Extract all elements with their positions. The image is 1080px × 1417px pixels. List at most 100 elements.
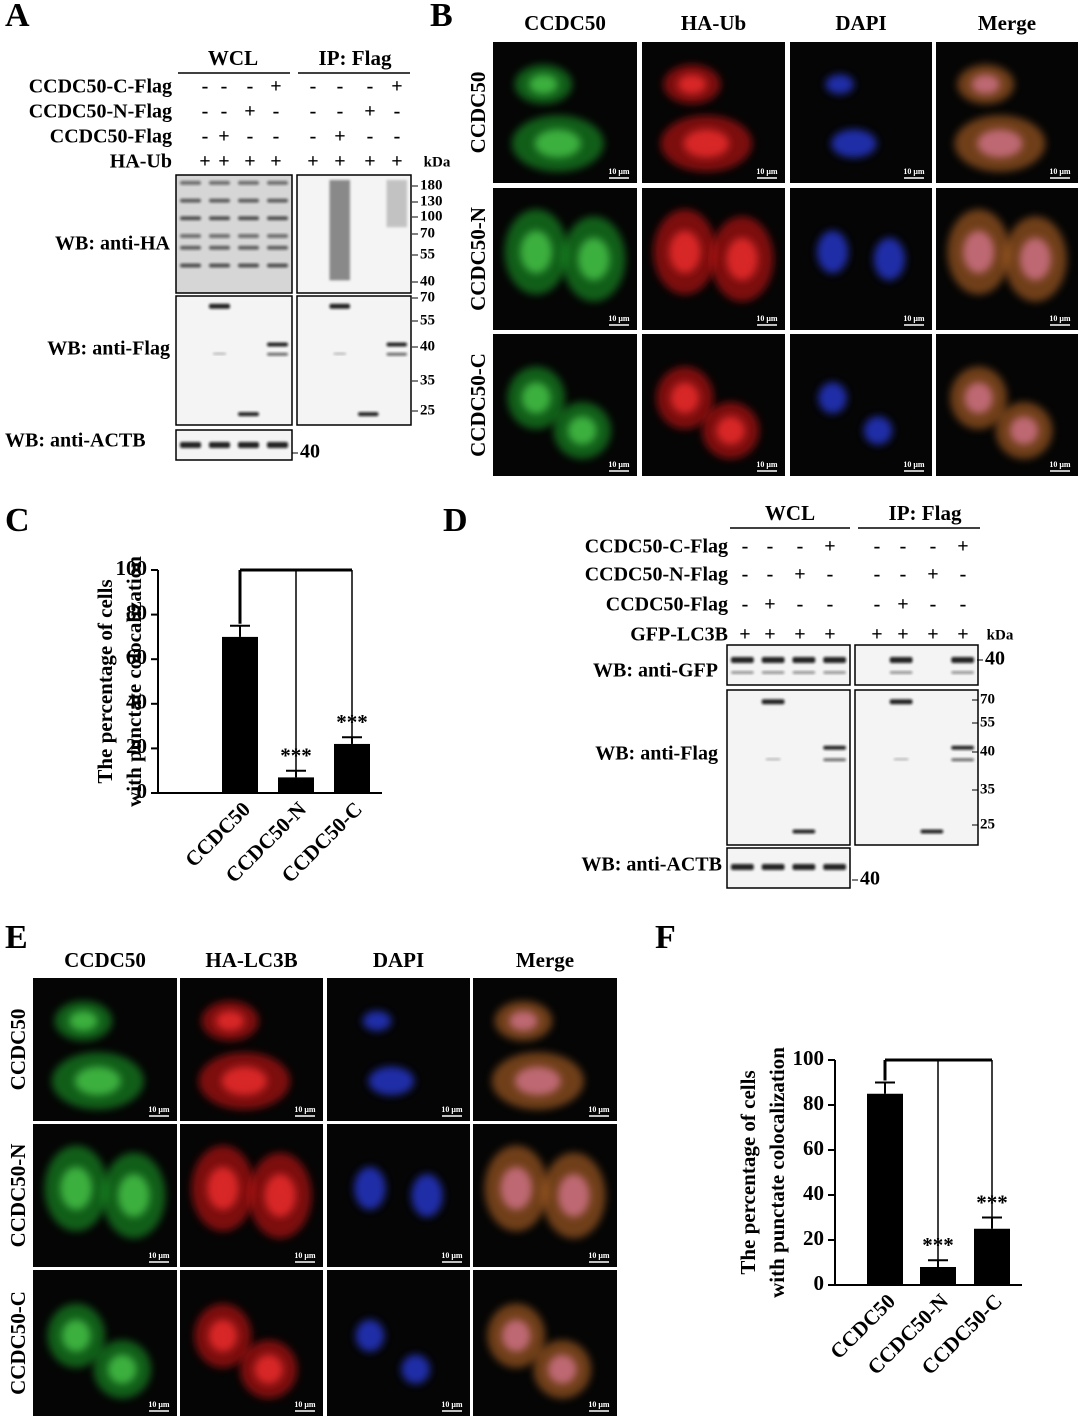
treatment-sign: + <box>871 624 882 646</box>
blot-band <box>209 442 230 448</box>
treatment-sign: + <box>334 151 345 173</box>
marker-label: 130 <box>420 193 443 209</box>
blot-band <box>267 234 288 238</box>
treatment-sign: - <box>337 76 344 98</box>
nucleus <box>977 129 1023 158</box>
marker-label: 40 <box>860 868 880 890</box>
nucleus <box>818 382 847 414</box>
blot-band <box>761 657 785 663</box>
nucleus <box>254 1354 283 1384</box>
significance-label: *** <box>976 1190 1008 1214</box>
scale-bar-label: 10 μm <box>294 1105 316 1114</box>
treatment-sign: - <box>310 101 317 123</box>
blot-smear <box>386 180 407 228</box>
treatment-sign: + <box>270 151 281 173</box>
treatment-sign: - <box>247 126 254 148</box>
blot-band <box>209 263 230 268</box>
nucleus <box>221 1066 268 1096</box>
treatment-sign: + <box>764 624 775 646</box>
nucleus <box>831 129 877 158</box>
nucleus <box>500 1166 533 1210</box>
treatment-sign: - <box>767 564 774 586</box>
blot-label: WB: anti-Flag <box>595 743 718 765</box>
column-header: Merge <box>516 948 574 972</box>
blot-band <box>209 234 230 238</box>
y-tick-label: 0 <box>814 1271 825 1295</box>
nucleus <box>521 382 551 414</box>
treatment-sign: - <box>827 564 834 586</box>
panel-letter: E <box>5 919 28 956</box>
blot-band <box>823 671 846 674</box>
blot-band <box>889 657 913 663</box>
marker-label: 100 <box>420 208 443 224</box>
treatment-sign: + <box>244 151 255 173</box>
treatment-sign: - <box>827 594 834 616</box>
blot-band <box>761 671 785 674</box>
row-label: CCDC50-Flag <box>50 126 172 148</box>
nucleus <box>208 1319 238 1352</box>
scale-bar-label: 10 μm <box>608 167 630 176</box>
scale-bar-label: 10 μm <box>608 460 630 469</box>
scale-bar-label: 10 μm <box>588 1251 610 1260</box>
marker-label: 35 <box>420 372 435 388</box>
blot-band <box>951 671 974 674</box>
treatment-sign: - <box>797 536 804 558</box>
blot-band <box>823 864 846 870</box>
blot-label: WB: anti-ACTB <box>581 854 722 876</box>
marker-label: 70 <box>980 691 995 707</box>
row-label: CCDC50 <box>466 72 490 154</box>
scale-bar-label: 10 μm <box>441 1105 463 1114</box>
nucleus <box>873 237 906 281</box>
scale-bar-label: 10 μm <box>1049 460 1071 469</box>
scale-bar-label: 10 μm <box>588 1105 610 1114</box>
treatment-sign: + <box>391 151 402 173</box>
treatment-sign: - <box>221 101 228 123</box>
nucleus <box>716 416 745 445</box>
scale-bar-label: 10 μm <box>756 167 778 176</box>
row-label: CCDC50-C <box>466 353 490 457</box>
micrograph <box>790 334 932 476</box>
nucleus <box>107 1354 137 1384</box>
blot-label: WB: anti-ACTB <box>5 430 146 452</box>
treatment-sign: + <box>199 151 210 173</box>
row-label: CCDC50-N-Flag <box>585 564 728 586</box>
y-tick-label: 20 <box>126 734 147 758</box>
marker-label: 40 <box>420 273 435 289</box>
scale-bar-label: 10 μm <box>441 1400 463 1409</box>
blot-band <box>920 829 944 834</box>
treatment-sign: + <box>824 624 835 646</box>
nucleus <box>215 1010 245 1031</box>
marker-label: 70 <box>420 289 435 305</box>
micrograph <box>790 188 932 330</box>
blot-smear <box>329 180 350 281</box>
row-label: CCDC50-C-Flag <box>29 76 172 98</box>
y-tick-label: 100 <box>793 1046 825 1070</box>
y-tick-label: 60 <box>803 1136 824 1160</box>
nucleus <box>354 1166 386 1210</box>
panel-letter: F <box>655 919 676 956</box>
marker-label: 25 <box>980 816 995 832</box>
scale-bar-label: 10 μm <box>148 1400 170 1409</box>
treatment-sign: + <box>897 624 908 646</box>
blot-band <box>731 864 754 870</box>
nucleus <box>971 74 1000 95</box>
treatment-sign: - <box>273 101 280 123</box>
column-header: DAPI <box>835 11 886 35</box>
marker-label: 55 <box>980 714 995 730</box>
treatment-sign: + <box>244 101 255 123</box>
group-header: IP: Flag <box>319 46 392 70</box>
blot-frame <box>296 295 412 426</box>
y-tick-label: 0 <box>137 779 148 803</box>
y-axis-label: with punctate colocalization <box>122 556 146 807</box>
treatment-sign: - <box>202 101 209 123</box>
group-header: WCL <box>208 46 258 70</box>
treatment-sign: - <box>874 564 881 586</box>
nucleus <box>863 416 893 445</box>
nucleus <box>683 129 730 158</box>
nucleus <box>534 129 581 158</box>
nucleus <box>401 1354 430 1384</box>
blot-band <box>765 758 781 761</box>
treatment-sign: + <box>391 76 402 98</box>
blot-band <box>358 412 379 417</box>
nucleus <box>69 1010 98 1031</box>
